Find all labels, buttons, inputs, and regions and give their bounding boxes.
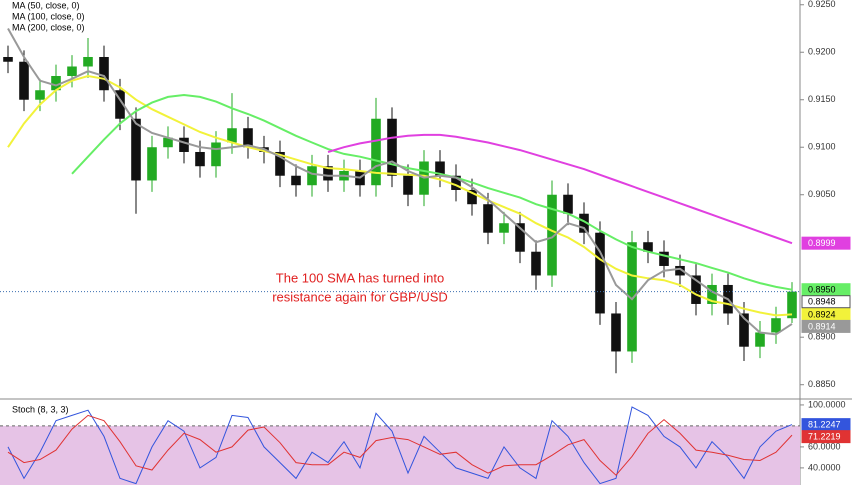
ma-line	[71, 93, 793, 291]
stoch-title: Stoch (8, 3, 3)	[12, 404, 69, 414]
candle-body	[595, 232, 605, 314]
value-label: 81.2247	[808, 420, 841, 430]
y-tick-label: 0.8850	[808, 379, 836, 389]
candle-body	[611, 313, 621, 352]
value-label: 0.8950	[808, 285, 836, 295]
y-tick-label: 0.9150	[808, 94, 836, 104]
candle-body	[243, 128, 253, 148]
candle-body	[499, 223, 509, 233]
candle-body	[707, 284, 717, 304]
candle-body	[435, 161, 445, 176]
value-box	[801, 430, 851, 444]
ma-line	[327, 133, 793, 245]
candle-body	[147, 147, 157, 181]
candle-body	[403, 175, 413, 195]
candle-body	[691, 275, 701, 304]
candle-body	[659, 251, 669, 266]
candle-body	[307, 166, 317, 186]
stoch-line	[7, 414, 793, 476]
annotation: resistance again for GBP/USD	[272, 289, 448, 304]
value-label: 0.8999	[808, 238, 836, 248]
candle-body	[131, 118, 141, 181]
candle-body	[387, 118, 397, 176]
candle-body	[195, 151, 205, 167]
candle-body	[515, 223, 525, 252]
candle-body	[563, 194, 573, 214]
y-tick-label: 40.0000	[808, 462, 841, 472]
candle-body	[547, 194, 557, 276]
candle-body	[3, 56, 13, 62]
value-box	[801, 319, 851, 333]
candle-body	[579, 213, 589, 233]
candle-body	[67, 66, 77, 76]
candle-body	[115, 90, 125, 119]
candle-body	[483, 204, 493, 233]
legend-entry: MA (200, close, 0)	[12, 22, 85, 32]
candle-body	[739, 313, 749, 347]
value-label: 0.8948	[808, 297, 836, 307]
value-label: 71.2219	[808, 432, 841, 442]
value-box	[801, 236, 851, 250]
y-tick-label: 0.9050	[808, 189, 836, 199]
candle-body	[163, 137, 173, 148]
legend-entry: MA (100, close, 0)	[12, 11, 85, 21]
candle-body	[643, 242, 653, 252]
value-box	[801, 295, 851, 309]
legend-entry: MA (50, close, 0)	[12, 0, 80, 10]
candle-body	[211, 142, 221, 167]
value-label: 0.8914	[808, 321, 836, 331]
candle-body	[675, 265, 685, 276]
candle-body	[35, 90, 45, 100]
y-tick-label: 60.0000	[808, 441, 841, 451]
candle-body	[627, 242, 637, 352]
annotation: The 100 SMA has turned into	[276, 270, 444, 285]
y-tick-label: 100.0000	[808, 399, 846, 409]
y-tick-label: 0.9250	[808, 0, 836, 9]
value-label: 0.8924	[808, 309, 836, 319]
candle-body	[467, 189, 477, 205]
y-tick-label: 0.9200	[808, 47, 836, 57]
y-tick-label: 0.8900	[808, 332, 836, 342]
ma-line	[7, 74, 793, 317]
candle-body	[99, 56, 109, 91]
candle-body	[179, 137, 189, 152]
candle-body	[19, 61, 29, 100]
candle-body	[371, 118, 381, 186]
stoch-band	[0, 425, 800, 485]
candle-body	[755, 332, 765, 347]
ma-line	[7, 28, 793, 336]
candle-body	[51, 75, 61, 91]
candle-body	[83, 56, 93, 67]
overlay: 0.9250 0.9200 0.9150 0.9100 0.9050 0.8900 0.88…	[801, 0, 851, 472]
stoch-line	[7, 406, 793, 485]
candle-body	[451, 175, 461, 190]
candle-body	[323, 166, 333, 181]
y-tick-label: 0.9100	[808, 142, 836, 152]
candle-body	[771, 318, 781, 333]
candle-body	[291, 175, 301, 186]
candle-body	[275, 151, 285, 176]
candle-body	[227, 128, 237, 143]
candle-body	[787, 291, 797, 319]
candle-body	[531, 251, 541, 276]
